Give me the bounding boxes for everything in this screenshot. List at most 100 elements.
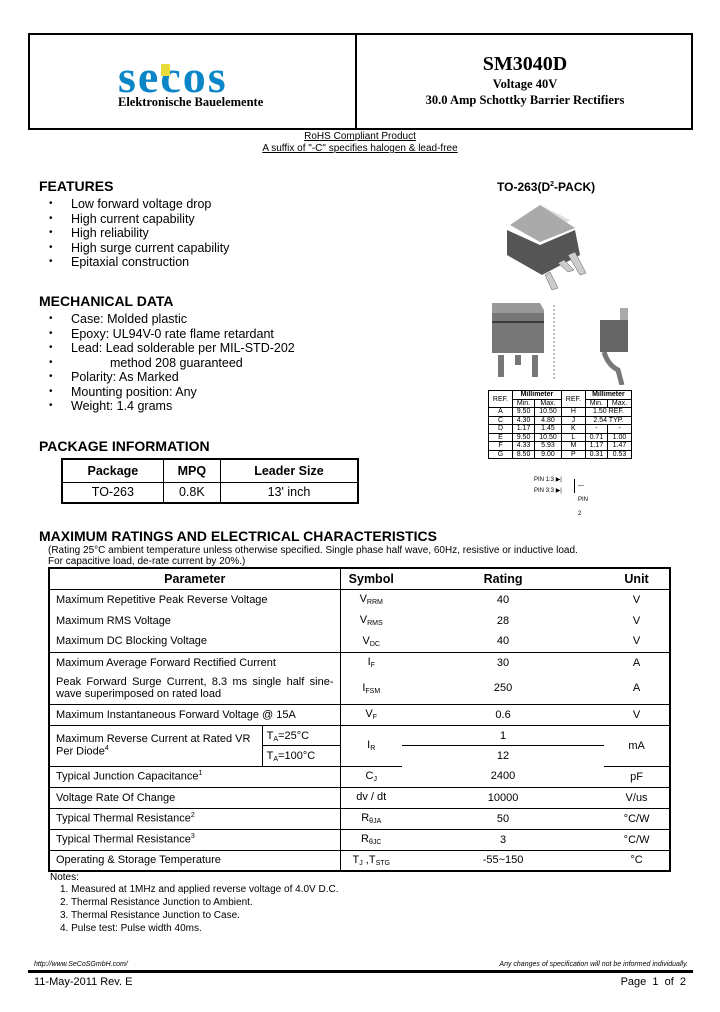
cell: 250 bbox=[401, 673, 605, 705]
dim-cell: P bbox=[560, 449, 586, 459]
dim-cell: 1.17 bbox=[511, 424, 536, 434]
cell: IFSM bbox=[339, 673, 402, 705]
parameter: Typical Thermal Resistance bbox=[56, 812, 191, 825]
dim-cell: 1.47 bbox=[606, 441, 633, 451]
voltage-spec: Voltage 40V bbox=[492, 77, 558, 91]
min-header: Min. bbox=[584, 398, 608, 408]
dim-cell: 10.50 bbox=[534, 407, 562, 417]
dim-cell: 8.50 bbox=[511, 449, 536, 459]
unit-header: Millimeter bbox=[584, 390, 633, 400]
table-row: Maximum Repetitive Peak Reverse Voltage … bbox=[48, 589, 671, 610]
revision-date: 11-May-2011 Rev. E bbox=[34, 976, 133, 988]
cell: Voltage Rate Of Change bbox=[48, 787, 341, 809]
ratings-note: (Rating 25°C ambient temperature unless … bbox=[48, 545, 578, 556]
dim-cell: 2.54 TYP. bbox=[584, 415, 633, 425]
rating: 12 bbox=[496, 749, 510, 762]
dimension-table: REF. Millimeter REF. Millimeter Min. Max. Min… bbox=[488, 390, 633, 459]
dim-cell: 9.00 bbox=[534, 449, 562, 459]
notes-title: Notes: bbox=[50, 872, 79, 883]
symbol: C bbox=[365, 770, 374, 782]
parameter: Maximum Reverse Current at Rated VR Per … bbox=[56, 733, 251, 758]
symbol-sub: θJA bbox=[369, 818, 382, 825]
note-item: 2. Thermal Resistance Junction to Ambien… bbox=[60, 897, 253, 908]
ref-header: REF. bbox=[488, 390, 513, 408]
cell: 1 12 bbox=[401, 725, 605, 766]
dim-cell: M bbox=[560, 441, 586, 451]
cell: A bbox=[604, 673, 671, 705]
cell: RθJA bbox=[339, 808, 402, 830]
col-mpq: MPQ bbox=[162, 458, 221, 483]
footer-url[interactable]: http://www.SeCoSGmbH.com/ bbox=[34, 961, 128, 968]
max-header: Max. bbox=[606, 398, 633, 408]
package-table: Package MPQ Leader Size TO-263 0.8K 13' inch bbox=[61, 458, 359, 504]
cell: Maximum Instantaneous Forward Voltage @ … bbox=[48, 704, 341, 726]
dim-cell: C bbox=[488, 415, 513, 425]
package-title: TO-263(D2-PACK) bbox=[497, 180, 595, 194]
parameter: Operating & Storage Temperature bbox=[56, 854, 221, 867]
dim-cell: 4.33 bbox=[511, 441, 536, 451]
ratings-note: For capacitive load, de-rate current by … bbox=[48, 556, 246, 567]
cell: mA bbox=[604, 725, 671, 767]
ref-header: REF. bbox=[560, 390, 586, 408]
note-item: 1. Measured at 1MHz and applied reverse … bbox=[60, 884, 339, 895]
cell: TA=25°C TA=100°C bbox=[261, 725, 341, 767]
dim-cell: G bbox=[488, 449, 513, 459]
symbol-sub: RRM bbox=[366, 599, 383, 607]
package-3d-view bbox=[507, 205, 587, 291]
list-item: Low forward voltage drop bbox=[39, 197, 229, 212]
table-row: Typical Thermal Resistance3 RθJC 3 °C/W bbox=[48, 829, 671, 851]
note-item: 4. Pulse test: Pulse width 40ms. bbox=[60, 923, 202, 934]
cell: 40 bbox=[496, 593, 510, 606]
list-item: Epitaxial construction bbox=[39, 255, 229, 270]
cell: 50 bbox=[401, 808, 605, 830]
cond: =25°C bbox=[278, 729, 310, 742]
parameter: Maximum Repetitive Peak Reverse Voltage bbox=[56, 593, 268, 606]
ratings-title: MAXIMUM RATINGS AND ELECTRICAL CHARACTER… bbox=[39, 528, 437, 544]
dim-cell: 1.17 bbox=[584, 441, 608, 451]
package-drawing bbox=[492, 205, 628, 385]
cell: 3 bbox=[401, 829, 605, 851]
dim-cell: 4.80 bbox=[534, 415, 562, 425]
dim-row: F 4.33 5.93 M 1.17 1.47 bbox=[488, 441, 633, 451]
cell: VRMS bbox=[339, 610, 402, 631]
cell: 30 bbox=[496, 656, 510, 669]
dim-cell: 5.93 bbox=[534, 441, 562, 451]
list-item: Lead: Lead solderable per MIL-STD-202 bbox=[39, 341, 295, 356]
dim-cell: 0.53 bbox=[606, 449, 633, 459]
cond-sub: A bbox=[273, 755, 279, 763]
list-item: High surge current capability bbox=[39, 241, 229, 256]
dim-cell: F bbox=[488, 441, 513, 451]
dim-cell: 0.31 bbox=[584, 449, 608, 459]
cell: RθJC bbox=[339, 829, 402, 851]
dim-cell: H bbox=[560, 407, 586, 417]
dim-cell: L bbox=[560, 432, 586, 442]
dim-row: D 1.17 1.45 K - - bbox=[488, 424, 633, 434]
cell: IR bbox=[339, 725, 402, 767]
unit-header: Millimeter bbox=[511, 390, 562, 400]
note-ref: 2 bbox=[190, 812, 195, 820]
cell: Maximum DC Blocking Voltage bbox=[48, 631, 341, 653]
parameter: Maximum Average Forward Rectified Curren… bbox=[56, 656, 276, 669]
dim-row: A 9.50 10.50 H 1.50 REF. bbox=[488, 407, 633, 417]
cell: VF bbox=[339, 704, 402, 726]
package-info-title: PACKAGE INFORMATION bbox=[39, 438, 210, 454]
max-header: Max. bbox=[534, 398, 562, 408]
parameter: Typical Thermal Resistance bbox=[56, 833, 191, 846]
table-row: Voltage Rate Of Change dv / dt 10000 V/u… bbox=[48, 787, 671, 809]
dim-cell: 0.71 bbox=[584, 432, 608, 442]
cell: CJ bbox=[339, 766, 402, 788]
symbol: I bbox=[367, 656, 371, 669]
symbol-sub: DC bbox=[369, 640, 380, 648]
cell: V bbox=[604, 631, 671, 653]
col-package: Package bbox=[61, 458, 164, 483]
diode-icon: ▶| bbox=[555, 488, 562, 494]
note-ref: 4 bbox=[104, 745, 109, 753]
list-item: method 208 guaranteed bbox=[39, 356, 295, 371]
symbol-sub: F bbox=[372, 714, 378, 721]
features-title: FEATURES bbox=[39, 178, 114, 194]
dim-cell: 1.50 REF. bbox=[584, 407, 633, 417]
symbol: V bbox=[365, 708, 373, 720]
cond: T bbox=[266, 749, 274, 762]
table-row: TO-263 0.8K 13' inch bbox=[61, 481, 359, 504]
table-row: Operating & Storage Temperature TJ ,TSTG… bbox=[48, 850, 671, 872]
